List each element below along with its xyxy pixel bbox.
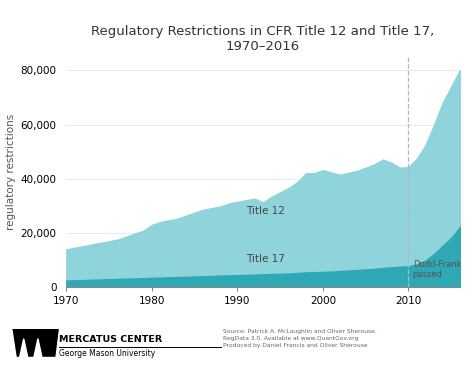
- Y-axis label: regulatory restrictions: regulatory restrictions: [7, 114, 17, 230]
- Polygon shape: [55, 329, 59, 361]
- Text: Title 12: Title 12: [246, 206, 285, 216]
- Text: Dodd-Frank
passed: Dodd-Frank passed: [413, 260, 461, 279]
- Polygon shape: [33, 339, 43, 361]
- Text: George Mason University: George Mason University: [59, 349, 155, 358]
- Text: MERCATUS CENTER: MERCATUS CENTER: [59, 335, 163, 344]
- Bar: [12, 357, 59, 361]
- Text: Title 17: Title 17: [246, 254, 285, 264]
- Text: Source: Patrick A. McLaughlin and Oliver Sherouse.
RegData 3.0. Available at www: Source: Patrick A. McLaughlin and Oliver…: [223, 329, 376, 348]
- Polygon shape: [12, 329, 17, 361]
- Polygon shape: [19, 339, 28, 361]
- Title: Regulatory Restrictions in CFR Title 12 and Title 17,
1970–2016: Regulatory Restrictions in CFR Title 12 …: [91, 25, 435, 53]
